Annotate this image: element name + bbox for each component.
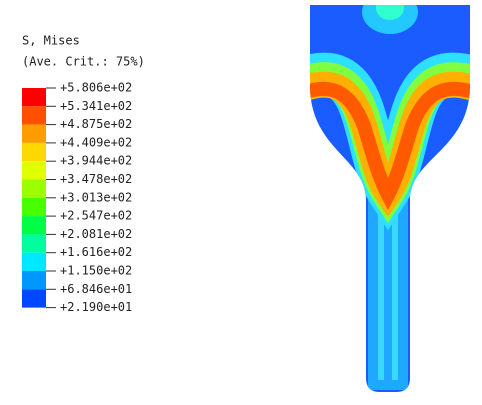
color-band (22, 253, 46, 271)
color-band (22, 161, 46, 179)
legend-label: +5.341e+02 (60, 99, 132, 113)
legend-label: +4.875e+02 (60, 117, 132, 131)
color-band (22, 216, 46, 234)
color-band (22, 289, 46, 307)
legend-subtitle: (Ave. Crit.: 75%) (22, 55, 145, 69)
legend-label: +5.806e+02 (60, 81, 132, 95)
legend-label: +1.616e+02 (60, 245, 132, 259)
legend-label: +2.081e+02 (60, 227, 132, 241)
color-band (22, 125, 46, 143)
color-band (22, 234, 46, 252)
legend-title: S, Mises (22, 34, 80, 48)
color-band (22, 271, 46, 289)
legend-label: +6.846e+01 (60, 282, 132, 296)
legend-label: +3.013e+02 (60, 190, 132, 204)
legend-label: +3.478e+02 (60, 172, 132, 186)
color-band (22, 106, 46, 124)
legend-label: +2.190e+01 (60, 300, 132, 314)
color-band (22, 180, 46, 198)
legend-label: +4.409e+02 (60, 135, 132, 149)
legend-label: +2.547e+02 (60, 209, 132, 223)
color-band (22, 143, 46, 161)
color-band (22, 198, 46, 216)
legend-label: +1.150e+02 (60, 264, 132, 278)
color-band (22, 88, 46, 106)
color-bar: +5.806e+02 +5.341e+02 +4.875e+02 +4.409e+02… (22, 81, 132, 315)
legend-label: +3.944e+02 (60, 154, 132, 168)
part (300, 0, 480, 400)
contour-plot: S, Mises (Ave. Crit.: 75%) +5.806e+02+5.… (0, 0, 482, 401)
